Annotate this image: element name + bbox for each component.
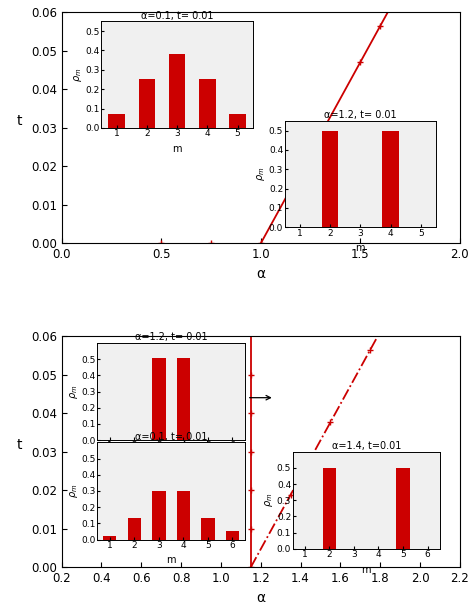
X-axis label: α: α (256, 267, 265, 281)
Y-axis label: t: t (17, 114, 22, 128)
Y-axis label: t: t (17, 437, 22, 451)
X-axis label: α: α (256, 590, 265, 605)
